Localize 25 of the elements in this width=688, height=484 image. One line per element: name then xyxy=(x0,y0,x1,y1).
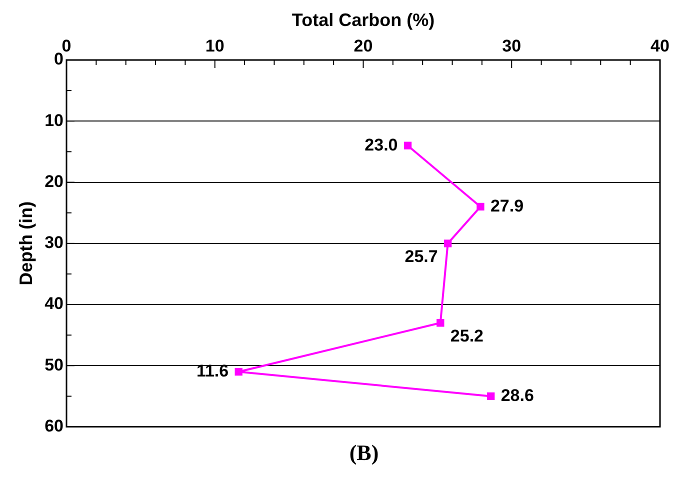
text: (B) xyxy=(348,440,380,466)
y-tick-label: 50 xyxy=(44,355,64,374)
y-tick-label: 30 xyxy=(44,233,64,252)
annotation: 27.9 xyxy=(490,196,524,216)
point xyxy=(234,368,242,376)
x-tick-label: 10 xyxy=(205,36,224,56)
x-tick-label: 30 xyxy=(502,36,522,56)
point xyxy=(404,142,412,150)
annotation: 23.0 xyxy=(364,135,398,154)
y-axis-title: Depth (in) xyxy=(16,201,36,286)
x-axis-title: Total Carbon (%) xyxy=(292,10,435,30)
annotation: 25.2 xyxy=(450,326,484,346)
point xyxy=(436,319,444,327)
y-tick-label: 0 xyxy=(54,50,64,69)
y-tick-label: 20 xyxy=(44,172,64,191)
point xyxy=(444,240,452,248)
y-tick-label: 40 xyxy=(44,294,64,314)
point xyxy=(487,392,495,400)
annotation: 28.6 xyxy=(500,386,534,405)
annotation: 25.7 xyxy=(404,247,438,266)
x-tick-label: 40 xyxy=(650,36,670,56)
y-tick-label: 10 xyxy=(44,110,64,130)
point xyxy=(476,202,484,211)
y-tick-label: 60 xyxy=(44,416,64,436)
x-tick-label: 20 xyxy=(354,36,373,56)
